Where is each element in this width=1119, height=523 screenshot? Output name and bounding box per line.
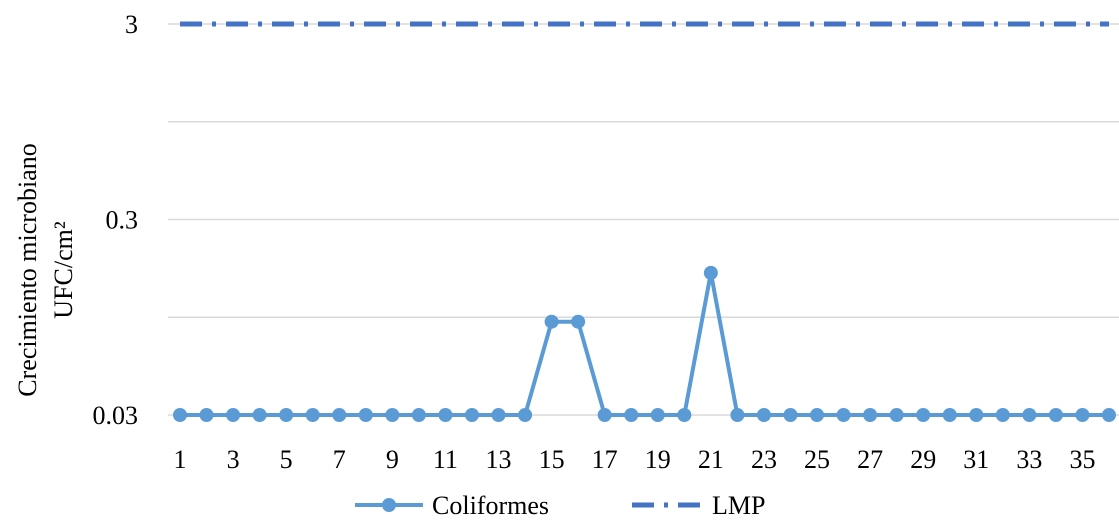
x-axis-ticks: 1 3 5 7 9 11 13 15 17 19 21 23 25 27 29 31 33 35	[174, 445, 1096, 474]
data-point-coliformes	[252, 408, 267, 422]
gridlines	[168, 23, 1119, 416]
x-tick-label: 25	[804, 445, 830, 474]
data-point-coliformes	[650, 408, 665, 422]
data-point-coliformes	[385, 408, 400, 422]
data-point-coliformes	[995, 408, 1010, 422]
x-tick-label: 35	[1069, 445, 1095, 474]
legend-item-coliformes: Coliformes	[355, 491, 549, 520]
x-tick-label: 19	[645, 445, 671, 474]
x-tick-label: 1	[174, 445, 187, 474]
data-point-coliformes	[836, 408, 851, 422]
data-point-coliformes	[1022, 408, 1037, 422]
data-point-coliformes	[1102, 408, 1116, 422]
x-tick-label: 23	[751, 445, 777, 474]
y-axis-label: Crecimiento microbiano UFC/cm²	[13, 143, 78, 396]
legend-item-lmp: LMP	[632, 491, 765, 520]
x-tick-label: 15	[539, 445, 565, 474]
data-point-coliformes	[305, 408, 320, 422]
x-tick-label: 11	[433, 445, 458, 474]
data-point-coliformes	[226, 408, 241, 422]
y-tick-label: 3	[125, 10, 138, 39]
x-tick-label: 33	[1016, 445, 1042, 474]
x-tick-label: 7	[333, 445, 346, 474]
y-tick-label: 0.3	[106, 206, 139, 235]
x-tick-label: 5	[280, 445, 293, 474]
data-point-coliformes	[916, 408, 931, 422]
data-point-coliformes	[703, 265, 718, 280]
legend-marker-coliformes	[382, 498, 396, 512]
y-axis-label-line-1: Crecimiento microbiano	[13, 143, 42, 396]
y-tick-label: 0.03	[93, 401, 139, 430]
data-point-coliformes	[544, 314, 559, 329]
data-point-coliformes	[1075, 408, 1090, 422]
data-point-coliformes	[411, 408, 426, 422]
data-point-coliformes	[491, 408, 506, 422]
data-point-coliformes	[199, 408, 214, 422]
x-tick-label: 31	[963, 445, 989, 474]
data-point-coliformes	[464, 408, 479, 422]
data-point-coliformes	[730, 408, 745, 422]
y-axis-ticks: 0.03 0.3 3	[93, 10, 139, 430]
data-point-coliformes	[1048, 408, 1063, 422]
data-point-coliformes	[810, 408, 825, 422]
x-tick-label: 13	[486, 445, 512, 474]
data-point-coliformes	[279, 408, 294, 422]
data-point-coliformes	[358, 408, 373, 422]
x-tick-label: 29	[910, 445, 936, 474]
legend: Coliformes LMP	[355, 491, 765, 520]
series-group	[173, 21, 1116, 422]
legend-label-coliformes: Coliformes	[432, 491, 549, 520]
data-point-coliformes	[889, 408, 904, 422]
data-point-coliformes	[597, 408, 612, 422]
data-point-coliformes	[624, 408, 639, 422]
data-point-coliformes	[863, 408, 878, 422]
x-tick-label: 21	[698, 445, 724, 474]
x-tick-label: 17	[592, 445, 618, 474]
data-point-coliformes	[969, 408, 984, 422]
data-point-coliformes	[571, 314, 586, 329]
x-tick-label: 9	[386, 445, 399, 474]
data-point-coliformes	[783, 408, 798, 422]
x-tick-label: 27	[857, 445, 883, 474]
data-point-coliformes	[173, 408, 187, 422]
data-point-coliformes	[942, 408, 957, 422]
x-tick-label: 3	[227, 445, 240, 474]
legend-label-lmp: LMP	[712, 491, 765, 520]
data-point-coliformes	[756, 408, 771, 422]
series-line-coliformes	[180, 270, 1109, 417]
y-axis-label-line-2: UFC/cm²	[49, 221, 78, 319]
data-point-coliformes	[677, 408, 692, 422]
data-point-coliformes	[332, 408, 347, 422]
data-point-coliformes	[438, 408, 453, 422]
data-point-coliformes	[518, 408, 533, 422]
